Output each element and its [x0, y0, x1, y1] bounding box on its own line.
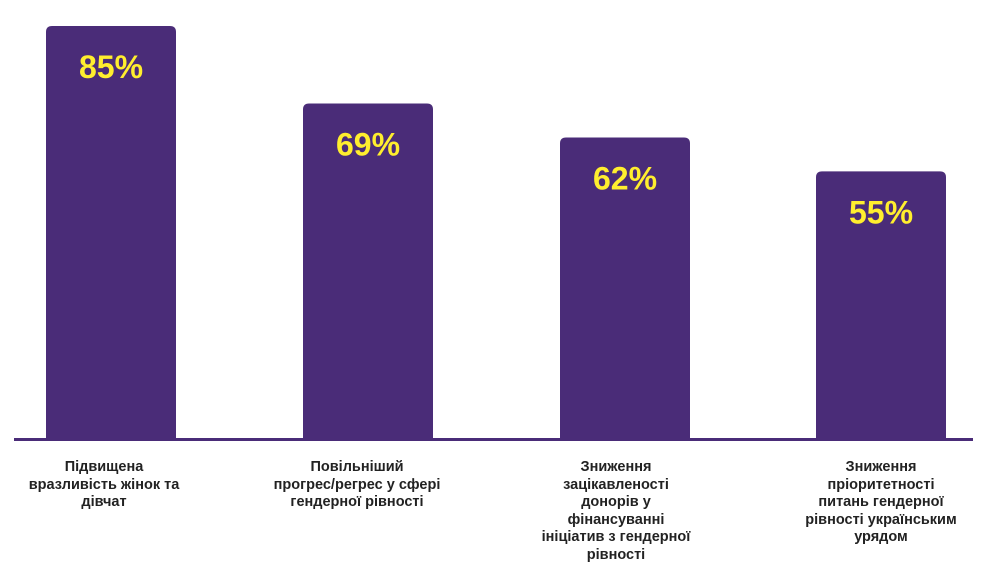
- data-label-3: 62%: [593, 160, 657, 196]
- bar-3: [560, 137, 690, 438]
- category-label-line: питань гендерної: [818, 494, 944, 510]
- category-label-4: Зниження пріоритетності питань гендерної рі…: [766, 459, 981, 547]
- category-label-line: Підвищена: [64, 459, 144, 475]
- category-label-3: Зниження зацікавленості донорів у фінансува…: [501, 459, 731, 564]
- bar-2: [303, 103, 433, 438]
- data-labels-group: 85% 69% 62% 55%: [79, 49, 913, 230]
- category-label-line: фінансуванні: [567, 511, 665, 528]
- category-label-line: зацікавленості: [563, 476, 669, 493]
- category-label-line: Зниження: [845, 459, 917, 475]
- category-label-line: рівності українським: [805, 511, 957, 528]
- category-label-line: прогрес/регрес у сфері: [273, 476, 441, 493]
- category-label-line: урядом: [854, 529, 908, 545]
- data-label-2: 69%: [336, 127, 400, 163]
- category-label-1: Підвищена вразливість жінок та дівчат: [0, 459, 219, 512]
- category-label-2: Повільніший прогрес/регрес у сфері гендерн…: [242, 459, 472, 512]
- category-label-line: ініціатив з гендерної: [541, 529, 691, 545]
- category-label-line: Зниження: [580, 459, 652, 475]
- category-label-line: рівності: [586, 546, 646, 563]
- category-label-line: пріоритетності: [827, 476, 935, 493]
- category-label-line: дівчат: [81, 494, 127, 510]
- bar-1: [46, 26, 176, 438]
- category-label-line: вразливість жінок та: [28, 476, 180, 493]
- bar-4: [816, 171, 946, 439]
- category-label-line: гендерної рівності: [290, 494, 424, 510]
- data-label-1: 85%: [79, 49, 143, 85]
- bars-group: [46, 26, 946, 439]
- category-label-line: донорів у: [581, 494, 651, 510]
- category-label-line: Повільніший: [310, 459, 404, 475]
- data-label-4: 55%: [849, 194, 913, 230]
